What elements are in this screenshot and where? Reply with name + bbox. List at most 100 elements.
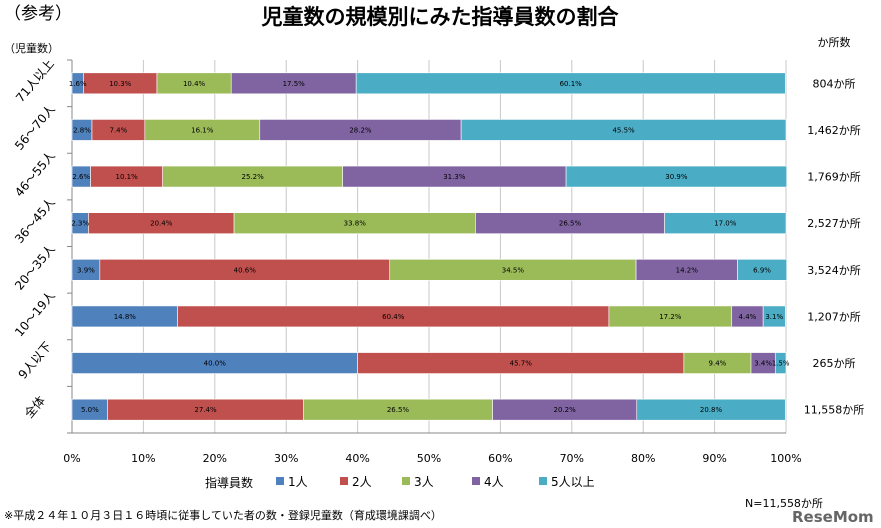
data-label: 45.7% — [510, 360, 533, 368]
count-label: 1,462か所 — [807, 124, 861, 137]
reference-tag: （参考） — [4, 4, 72, 24]
legend-label: 3人 — [414, 475, 434, 489]
count-labels: 804か所 1,462か所 1,769か所 2,527か所 3,524か所 1,207か所… — [804, 77, 865, 416]
x-tick-label: 10% — [131, 452, 155, 465]
data-label: 10.1% — [115, 173, 138, 181]
data-label: 26.5% — [559, 220, 582, 228]
legend-label: 4人 — [484, 475, 504, 489]
bars — [71, 72, 788, 421]
data-label: 20.2% — [554, 406, 577, 414]
data-label: 33.8% — [344, 220, 367, 228]
chart-title: 児童数の規模別にみた指導員数の割合 — [261, 5, 620, 29]
bar-segment — [460, 119, 787, 141]
count-label: 1,207か所 — [807, 310, 861, 323]
data-label: 60.4% — [382, 313, 405, 321]
count-label: 804か所 — [813, 77, 856, 90]
data-label: 17.5% — [283, 80, 306, 88]
data-label: 2.3% — [71, 220, 89, 228]
segment-labels: 1.6% 10.3% 10.4% 17.5% 60.1% 2.8% 7.4% 16.1% 28.… — [69, 80, 790, 414]
y-axis-label: （児童数） — [4, 41, 59, 55]
data-label: 26.5% — [387, 406, 410, 414]
legend-swatch — [340, 477, 348, 485]
data-label: 2.8% — [73, 126, 91, 134]
data-label: 25.2% — [242, 173, 265, 181]
category-label: 46～55人 — [12, 149, 58, 200]
legend-swatch — [276, 477, 284, 485]
category-label: 56～70人 — [12, 102, 58, 153]
data-label: 10.4% — [183, 80, 206, 88]
x-tick-label: 30% — [274, 452, 298, 465]
data-label: 40.6% — [234, 266, 257, 274]
data-label: 1.6% — [69, 80, 87, 88]
count-label: 11,558か所 — [804, 404, 865, 417]
data-label: 40.0% — [204, 360, 227, 368]
category-label: 9人以下 — [16, 339, 55, 381]
bar-segment — [737, 259, 788, 281]
x-axis-ticks: 0% 10% 20% 30% 40% 50% 60% 70% 80% 90% 100% — [63, 452, 801, 465]
legend-swatch — [472, 477, 480, 485]
data-label: 14.2% — [676, 266, 699, 274]
x-tick-label: 0% — [63, 452, 80, 465]
data-label: 14.8% — [114, 313, 137, 321]
count-label: 1,769か所 — [807, 171, 861, 184]
count-column-header: か所数 — [818, 36, 851, 49]
legend: 指導員数 1人 2人 3人 4人 5人以上 — [205, 475, 595, 490]
data-label: 34.5% — [502, 266, 525, 274]
category-labels: 71人以上56～70人46～55人36～45人20～35人10～19人9人以下全… — [12, 57, 58, 421]
data-label: 31.3% — [443, 173, 466, 181]
grid — [67, 59, 787, 434]
legend-swatch — [539, 477, 547, 485]
count-label: 265か所 — [813, 357, 856, 370]
data-label: 16.1% — [191, 126, 214, 134]
category-label: 36～45人 — [12, 195, 58, 246]
data-label: 4.4% — [739, 313, 757, 321]
x-tick-label: 50% — [417, 452, 441, 465]
data-label: 9.4% — [709, 360, 727, 368]
bar-segment — [762, 305, 786, 328]
bar-segment — [355, 72, 786, 95]
data-label: 6.9% — [753, 266, 771, 274]
legend-label: 1人 — [288, 475, 308, 489]
data-label: 20.4% — [150, 220, 173, 228]
data-label: 45.5% — [612, 126, 635, 134]
legend-label: 2人 — [352, 475, 372, 489]
legend-label: 5人以上 — [551, 475, 595, 489]
x-tick-label: 70% — [560, 452, 584, 465]
count-label: 3,524か所 — [807, 264, 861, 277]
category-label: 10～19人 — [12, 288, 58, 339]
data-label: 3.1% — [765, 313, 783, 321]
data-label: 10.3% — [109, 80, 132, 88]
bar-segment — [636, 398, 786, 421]
legend-title: 指導員数 — [205, 475, 253, 490]
data-label: 5.0% — [81, 406, 99, 414]
x-tick-label: 20% — [203, 452, 227, 465]
data-label: 7.4% — [110, 126, 128, 134]
bar-segment — [774, 352, 787, 374]
x-tick-label: 100% — [770, 452, 801, 465]
category-label: 20～35人 — [12, 242, 58, 293]
data-label: 3.9% — [77, 266, 95, 274]
bar-segment — [565, 165, 788, 188]
data-label: 30.9% — [665, 173, 688, 181]
data-label: 1.5% — [772, 360, 790, 368]
category-label: 71人以上 — [13, 57, 57, 105]
legend-swatch — [402, 477, 410, 485]
bar-segment — [664, 212, 787, 234]
data-label: 20.8% — [700, 406, 723, 414]
data-label: 60.1% — [560, 80, 583, 88]
footnote: ※平成２４年１０月３日１６時頃に従事していた者の数・登録児童数（育成環境課調べ） — [4, 508, 442, 522]
x-tick-label: 40% — [345, 452, 369, 465]
total-n-label: N=11,558か所 — [745, 497, 823, 510]
data-label: 17.0% — [714, 220, 737, 228]
x-tick-label: 90% — [702, 452, 726, 465]
data-label: 27.4% — [194, 406, 217, 414]
data-label: 17.2% — [659, 313, 682, 321]
data-label: 3.4% — [754, 360, 772, 368]
data-label: 2.6% — [72, 173, 90, 181]
x-tick-label: 80% — [631, 452, 655, 465]
count-label: 2,527か所 — [807, 217, 861, 230]
watermark-logo: ReseMom — [792, 508, 874, 526]
data-label: 28.2% — [349, 126, 372, 134]
x-tick-label: 60% — [488, 452, 512, 465]
